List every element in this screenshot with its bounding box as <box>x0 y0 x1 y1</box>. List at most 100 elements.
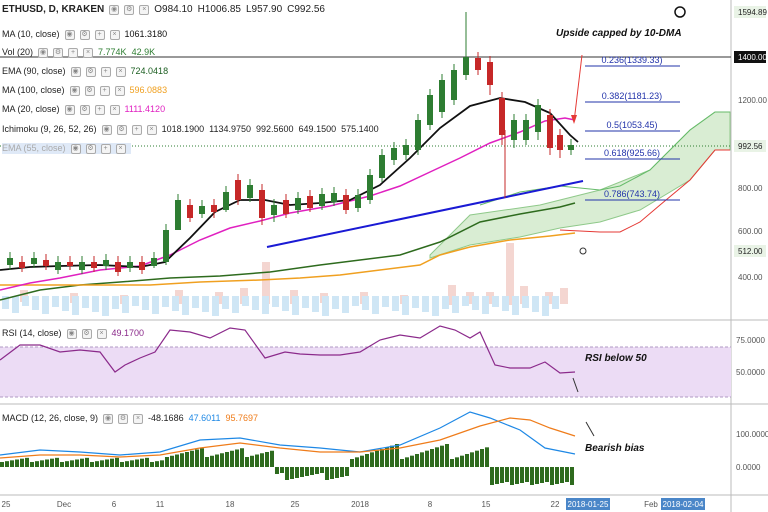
macd-histogram-bar <box>425 450 429 467</box>
add-icon[interactable]: + <box>100 66 111 77</box>
add-icon[interactable]: + <box>94 29 105 40</box>
macd-histogram-bar <box>520 467 524 483</box>
macd-histogram-bar <box>185 452 189 467</box>
eye-icon[interactable]: ◉ <box>64 104 75 115</box>
volume-bar <box>232 296 239 313</box>
close-icon[interactable]: × <box>96 328 107 339</box>
volume-bar <box>162 296 169 307</box>
settings-icon[interactable]: ⚙ <box>124 4 135 15</box>
macd-histogram-bar <box>285 467 289 480</box>
fib-level-label: 0.5(1053.45) <box>606 120 657 130</box>
candlestick <box>175 200 181 230</box>
close-icon[interactable]: × <box>133 413 144 424</box>
macd-histogram-bar <box>155 461 159 467</box>
eye-icon[interactable]: ◉ <box>69 85 80 96</box>
settings-icon[interactable]: ⚙ <box>85 143 96 154</box>
drawing-marker <box>579 247 587 255</box>
eye-icon[interactable]: ◉ <box>70 143 81 154</box>
eye-icon[interactable]: ◉ <box>38 47 49 58</box>
close-icon[interactable]: × <box>146 124 157 135</box>
macd-histogram-bar <box>480 449 484 467</box>
settings-icon[interactable]: ⚙ <box>84 85 95 96</box>
eye-icon[interactable]: ◉ <box>70 66 81 77</box>
candlestick <box>247 185 253 198</box>
candlestick <box>271 205 277 215</box>
eye-icon[interactable]: ◉ <box>103 413 114 424</box>
symbol-title: ETHUSD, D, KRAKEN <box>2 4 105 15</box>
time-tag-bg <box>566 498 610 510</box>
add-icon[interactable]: + <box>99 85 110 96</box>
volume-bar <box>112 296 119 309</box>
rsi-axis-label: 75.0000 <box>736 336 765 345</box>
settings-icon[interactable]: ⚙ <box>81 328 92 339</box>
add-icon[interactable]: + <box>131 124 142 135</box>
close-icon[interactable]: × <box>139 4 150 15</box>
volume-bar <box>282 296 289 311</box>
macd-histogram-bar <box>95 461 99 467</box>
macd-histogram-bar <box>545 467 549 482</box>
ohlc-low: L957.90 <box>245 4 283 15</box>
ichimoku-span <box>479 111 730 206</box>
macd-histogram-bar <box>75 459 79 467</box>
volume-bar <box>92 296 99 312</box>
indicator-value: 992.5600 <box>256 124 294 134</box>
close-icon[interactable]: × <box>109 29 120 40</box>
add-icon[interactable]: + <box>94 104 105 115</box>
time-axis-label: 22 <box>551 500 560 509</box>
candlestick <box>343 195 349 210</box>
close-icon[interactable]: × <box>115 143 126 154</box>
macd-histogram-bar <box>190 450 194 467</box>
time-axis-label: 15 <box>482 500 491 509</box>
close-icon[interactable]: × <box>114 85 125 96</box>
candlestick <box>127 262 133 268</box>
settings-icon[interactable]: ⚙ <box>118 413 129 424</box>
settings-icon[interactable]: ⚙ <box>85 66 96 77</box>
macd-histogram-bar <box>135 459 139 467</box>
macd-histogram-bar <box>370 452 374 467</box>
macd-histogram-bar <box>140 458 144 467</box>
ohlc-close: C992.56 <box>287 4 325 15</box>
time-axis-label: 25 <box>291 500 300 509</box>
eye-icon[interactable]: ◉ <box>64 29 75 40</box>
macd-histogram-bar <box>275 467 279 474</box>
eye-icon[interactable]: ◉ <box>109 4 120 15</box>
macd-histogram-bar <box>120 462 124 467</box>
add-icon[interactable]: + <box>100 143 111 154</box>
volume-bar <box>312 296 319 312</box>
macd-histogram-bar <box>10 460 14 467</box>
macd-histogram-bar <box>395 444 399 467</box>
macd-histogram-bar <box>245 457 249 467</box>
volume-bar <box>352 296 359 306</box>
indicator-row: EMA (90, close) ◉ ⚙ + × 724.0418 <box>2 66 173 77</box>
macd-histogram-bar <box>180 453 184 467</box>
macd-label: MACD (12, 26, close, 9) <box>2 413 99 423</box>
candlestick <box>547 115 553 148</box>
volume-bar <box>382 296 389 307</box>
add-icon[interactable]: + <box>68 47 79 58</box>
time-axis-label: 6 <box>112 500 117 509</box>
rsi-band <box>0 347 731 397</box>
settings-icon[interactable]: ⚙ <box>53 47 64 58</box>
close-icon[interactable]: × <box>109 104 120 115</box>
ma100-line <box>0 232 576 286</box>
macd-histogram-bar <box>405 457 409 467</box>
close-icon[interactable]: × <box>83 47 94 58</box>
macd-histogram-bar <box>85 457 89 467</box>
candlestick <box>451 70 457 100</box>
settings-icon[interactable]: ⚙ <box>116 124 127 135</box>
volume-bar <box>342 296 349 313</box>
eye-icon[interactable]: ◉ <box>66 328 77 339</box>
volume-bar <box>262 296 269 314</box>
settings-icon[interactable]: ⚙ <box>79 29 90 40</box>
indicator-value: 7.774K <box>98 47 127 57</box>
settings-icon[interactable]: ⚙ <box>79 104 90 115</box>
macd-histogram-bar <box>15 459 19 467</box>
indicator-value: 649.1500 <box>298 124 337 134</box>
fib-level-label: 0.236(1339.33) <box>601 55 662 65</box>
close-icon[interactable]: × <box>115 66 126 77</box>
eye-icon[interactable]: ◉ <box>101 124 112 135</box>
volume-bar <box>292 296 299 315</box>
upside-annotation: Upside capped by 10-DMA <box>556 28 682 39</box>
candlestick <box>367 175 373 200</box>
